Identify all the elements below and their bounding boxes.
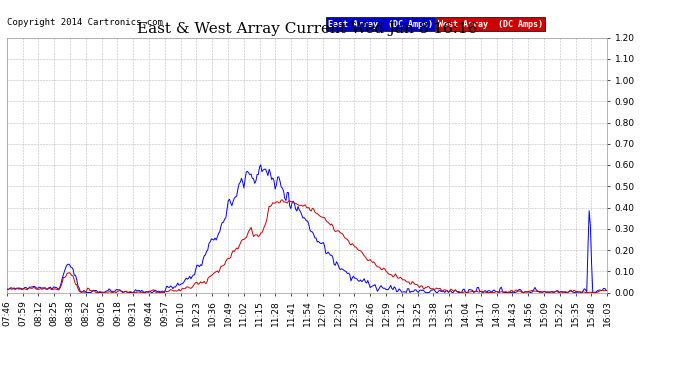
Text: Copyright 2014 Cartronics.com: Copyright 2014 Cartronics.com [7,18,163,27]
Text: West Array  (DC Amps): West Array (DC Amps) [438,20,543,28]
Title: East & West Array Current Wed Jan 8 16:16: East & West Array Current Wed Jan 8 16:1… [137,22,477,36]
Text: East Array  (DC Amps): East Array (DC Amps) [328,20,433,28]
